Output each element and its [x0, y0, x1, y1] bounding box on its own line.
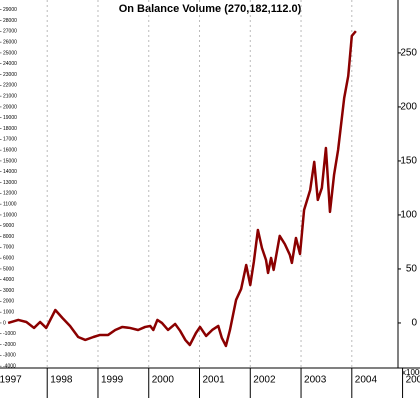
x-tick-label: 1997 [0, 375, 22, 386]
y2-tick-label: 28000 [3, 18, 17, 24]
y-tick-label: 50 [406, 264, 418, 275]
y-tick-label: 200 [400, 102, 417, 113]
x-tick-label: 2001 [203, 375, 226, 386]
chart-title: On Balance Volume (270,182,112.0) [119, 3, 302, 15]
y2-tick-label: 8000 [3, 234, 14, 240]
y-tick-label: 100 [400, 210, 417, 221]
y2-tick-label: 12000 [3, 191, 17, 197]
y2-tick-label: 20000 [3, 104, 17, 110]
y2-tick-label: 16000 [3, 147, 17, 153]
y2-tick-label: 4000 [3, 277, 14, 283]
y2-tick-label: 9000 [3, 223, 14, 229]
y2-tick-label: -1000 [3, 331, 16, 337]
x-tick-label: 2000 [152, 375, 175, 386]
y2-tick-label: 1000 [3, 309, 14, 315]
y-tick-label: 250 [400, 48, 417, 59]
y2-tick-label: 10000 [3, 212, 17, 218]
y2-tick-label: 7000 [3, 245, 14, 251]
y2-tick-label: -4000 [3, 363, 16, 369]
data-line [7, 30, 357, 348]
y-tick-label: 150 [400, 156, 417, 167]
y2-tick-label: 24000 [3, 61, 17, 67]
y2-tick-label: 22000 [3, 83, 17, 89]
y2-tick-label: 0 [3, 320, 6, 326]
y2-tick-label: 29000 [3, 7, 17, 13]
plot-area [7, 30, 357, 348]
x-tick-label: 2003 [304, 375, 327, 386]
y2-tick-label: 25000 [3, 50, 17, 56]
y2-tick-label: 15000 [3, 158, 17, 164]
y2-tick-label: 6000 [3, 255, 14, 261]
y-tick-label: 0 [411, 318, 417, 329]
y2-tick-label: 21000 [3, 93, 17, 99]
y2-tick-label: 14000 [3, 169, 17, 175]
y2-tick-label: -2000 [3, 342, 16, 348]
y2-tick-label: 5000 [3, 266, 14, 272]
y2-tick-label: 18000 [3, 126, 17, 132]
y2-tick-label: 13000 [3, 180, 17, 186]
x-tick-label: 1998 [50, 375, 73, 386]
x-tick-label: 2004 [355, 375, 378, 386]
y2-tick-label: -3000 [3, 353, 16, 359]
y2-tick-label: 19000 [3, 115, 17, 121]
y2-tick-label: 11000 [3, 201, 17, 207]
y2-tick-label: 3000 [3, 288, 14, 294]
y2-tick-label: 23000 [3, 72, 17, 78]
y2-tick-label: 26000 [3, 39, 17, 45]
x-tick-label: 2002 [253, 375, 276, 386]
x-tick-label: 200 [406, 375, 420, 386]
x-tick-label: 1999 [101, 375, 124, 386]
y2-tick-label: 2000 [3, 299, 14, 305]
y2-tick-label: 17000 [3, 137, 17, 143]
y-unit-label: x1000 [402, 368, 420, 377]
y2-tick-label: 27000 [3, 29, 17, 35]
